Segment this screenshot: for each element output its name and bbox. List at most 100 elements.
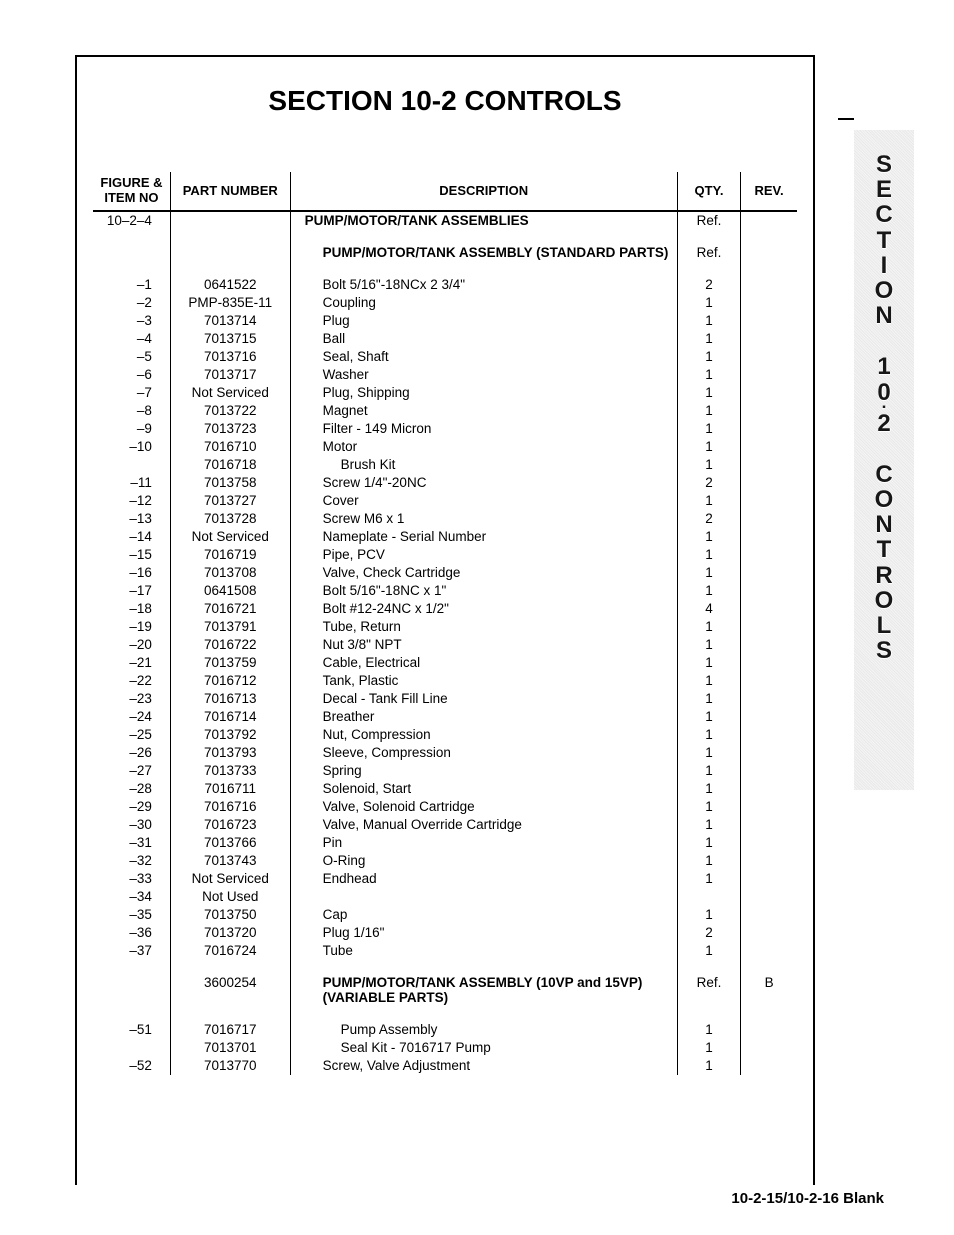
cell-desc: Valve, Manual Override Cartridge [290, 816, 677, 834]
table-row: –187016721Bolt #12-24NC x 1/2"4 [93, 600, 797, 618]
cell-desc: Breather [290, 708, 677, 726]
cell-part: 7016717 [170, 1021, 290, 1039]
cell-part: Not Serviced [170, 528, 290, 546]
table-row: –2PMP-835E-11Coupling1 [93, 294, 797, 312]
table-body: 10–2–4PUMP/MOTOR/TANK ASSEMBLIESRef.PUMP… [93, 211, 797, 1075]
cell-qty: 1 [677, 654, 740, 672]
cell-part: 7013716 [170, 348, 290, 366]
cell-part: 7016710 [170, 438, 290, 456]
table-row: –297016716Valve, Solenoid Cartridge1 [93, 798, 797, 816]
cell-desc: Nameplate - Serial Number [290, 528, 677, 546]
cell-desc: Spring [290, 762, 677, 780]
cell-part: 7016723 [170, 816, 290, 834]
cell-qty: 1 [677, 330, 740, 348]
cell-desc: Filter - 149 Micron [290, 420, 677, 438]
cell-item: –5 [93, 348, 170, 366]
cell-part: 7016718 [170, 456, 290, 474]
cell-desc: Screw, Valve Adjustment [290, 1057, 677, 1075]
cell-item: –28 [93, 780, 170, 798]
cell-rev [741, 564, 797, 582]
cell-desc: Pipe, PCV [290, 546, 677, 564]
parts-table: FIGURE &ITEM NO PART NUMBER DESCRIPTION … [93, 172, 797, 1075]
table-row: –357013750Cap1 [93, 906, 797, 924]
cell-part: 7013791 [170, 618, 290, 636]
cell-part: 7013793 [170, 744, 290, 762]
col-header-item: FIGURE &ITEM NO [93, 172, 170, 211]
table-row: –307016723Valve, Manual Override Cartrid… [93, 816, 797, 834]
cell-qty [677, 888, 740, 906]
cell-desc: Plug 1/16" [290, 924, 677, 942]
side-tab-char: L [877, 613, 892, 638]
table-row: –217013759Cable, Electrical1 [93, 654, 797, 672]
cell-desc: Nut 3/8" NPT [290, 636, 677, 654]
cell-rev [741, 834, 797, 852]
side-tab-char: O [875, 588, 894, 613]
cell-item: –34 [93, 888, 170, 906]
side-tab-char: T [877, 537, 892, 562]
cell-desc: Valve, Solenoid Cartridge [290, 798, 677, 816]
cell-qty: 1 [677, 366, 740, 384]
cell-rev [741, 762, 797, 780]
cell-rev [741, 654, 797, 672]
cell-rev [741, 672, 797, 690]
cell-rev [741, 474, 797, 492]
cell-part: 7013720 [170, 924, 290, 942]
cell-part: 7013708 [170, 564, 290, 582]
cell-item: –17 [93, 582, 170, 600]
cell-rev [741, 906, 797, 924]
cell-desc: Plug, Shipping [290, 384, 677, 402]
table-row: –87013722Magnet1 [93, 402, 797, 420]
cell-qty: 1 [677, 942, 740, 960]
cell-item [93, 974, 170, 1007]
cell-item: –24 [93, 708, 170, 726]
cell-desc: Decal - Tank Fill Line [290, 690, 677, 708]
cell-desc: Cover [290, 492, 677, 510]
cell-item: –23 [93, 690, 170, 708]
side-tab-char: E [876, 177, 892, 202]
cell-item: –22 [93, 672, 170, 690]
cell-desc: Endhead [290, 870, 677, 888]
cell-part: 7013715 [170, 330, 290, 348]
cell-item [93, 244, 170, 262]
cell-qty: 1 [677, 456, 740, 474]
side-tab-char: N [875, 512, 892, 537]
cell-rev [741, 456, 797, 474]
cell-desc: Plug [290, 312, 677, 330]
cell-item: –6 [93, 366, 170, 384]
cell-rev [741, 708, 797, 726]
cell-qty: 1 [677, 744, 740, 762]
cell-part: 7013759 [170, 654, 290, 672]
cell-item: –35 [93, 906, 170, 924]
side-tab-char: S [876, 152, 892, 177]
col-header-qty: QTY. [677, 172, 740, 211]
cell-desc: Screw M6 x 1 [290, 510, 677, 528]
table-row: –170641508Bolt 5/16"-18NC x 1"1 [93, 582, 797, 600]
col-header-rev: REV. [741, 172, 797, 211]
cell-item: –27 [93, 762, 170, 780]
cell-part [170, 211, 290, 230]
cell-desc: Seal Kit - 7016717 Pump [290, 1039, 677, 1057]
cell-part: 7013792 [170, 726, 290, 744]
table-row [93, 230, 797, 244]
cell-part: 7013743 [170, 852, 290, 870]
cell-part: PMP-835E-11 [170, 294, 290, 312]
cell-part: Not Serviced [170, 384, 290, 402]
cell-part: 7016719 [170, 546, 290, 564]
page-footer: 10-2-15/10-2-16 Blank [731, 1190, 884, 1207]
cell-rev [741, 618, 797, 636]
col-header-desc: DESCRIPTION [290, 172, 677, 211]
cell-item: –25 [93, 726, 170, 744]
cell-desc: Ball [290, 330, 677, 348]
table-row: –67013717Washer1 [93, 366, 797, 384]
cell-qty: Ref. [677, 244, 740, 262]
cell-rev [741, 780, 797, 798]
cell-qty: 1 [677, 1021, 740, 1039]
cell-desc: Magnet [290, 402, 677, 420]
cell-part: 7013717 [170, 366, 290, 384]
cell-rev [741, 402, 797, 420]
cell-rev [741, 211, 797, 230]
table-row: –257013792Nut, Compression1 [93, 726, 797, 744]
side-tab-char: I [881, 253, 888, 278]
cell-rev [741, 528, 797, 546]
cell-rev [741, 1039, 797, 1057]
